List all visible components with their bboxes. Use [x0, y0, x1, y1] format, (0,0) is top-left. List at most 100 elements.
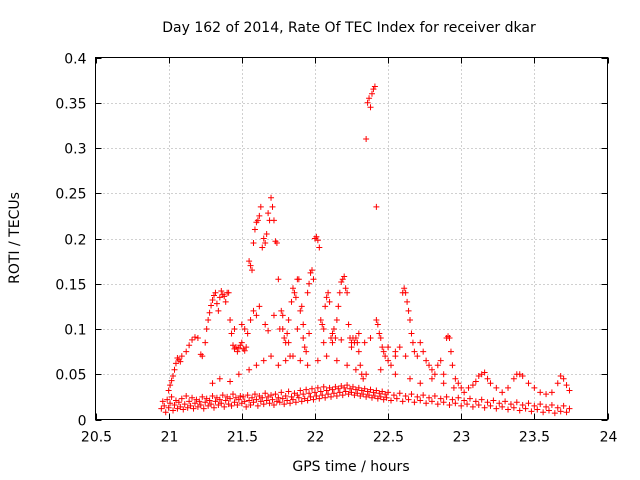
data-point	[256, 303, 263, 310]
data-point	[513, 399, 520, 406]
data-point	[405, 307, 412, 314]
data-point	[437, 395, 444, 402]
data-point	[294, 392, 301, 399]
data-point	[238, 339, 245, 346]
data-point	[257, 203, 264, 210]
data-point	[234, 402, 241, 409]
data-point	[253, 312, 260, 319]
data-point	[493, 405, 500, 412]
data-point	[322, 394, 329, 401]
data-point	[371, 83, 378, 90]
data-point	[250, 399, 257, 406]
data-point	[294, 326, 301, 332]
data-point	[387, 362, 394, 369]
data-point	[228, 330, 235, 337]
data-point	[355, 384, 362, 391]
data-point	[191, 334, 198, 341]
data-point	[244, 392, 251, 399]
data-point	[560, 375, 567, 382]
data-point	[557, 408, 564, 415]
data-point	[354, 339, 361, 346]
data-point	[328, 393, 335, 400]
data-point	[383, 394, 390, 401]
data-point	[335, 303, 342, 310]
data-point	[209, 392, 216, 399]
data-point	[317, 316, 324, 323]
data-point	[525, 380, 532, 387]
data-point	[268, 392, 275, 399]
data-point	[200, 405, 207, 412]
data-point	[373, 203, 380, 210]
data-point	[455, 394, 462, 401]
data-point	[354, 390, 361, 397]
data-point	[510, 404, 517, 411]
data-point	[481, 404, 488, 411]
data-point	[313, 233, 320, 240]
data-point	[452, 375, 459, 382]
data-point	[408, 330, 415, 337]
data-point	[269, 396, 276, 403]
data-point	[244, 330, 251, 337]
data-point	[221, 403, 228, 410]
data-point	[367, 104, 374, 111]
data-point	[566, 405, 573, 412]
data-point	[246, 397, 253, 404]
data-point	[263, 230, 270, 237]
data-point	[363, 371, 370, 378]
y-tick-label: 0.05	[55, 368, 86, 384]
data-point	[263, 397, 270, 404]
data-point	[254, 217, 261, 224]
data-point	[335, 385, 342, 392]
data-point	[440, 399, 447, 406]
data-point	[206, 397, 213, 404]
data-point	[241, 398, 248, 405]
data-point	[260, 357, 267, 364]
data-point	[502, 398, 509, 405]
data-point	[342, 285, 349, 292]
data-point	[458, 384, 465, 391]
data-point	[171, 402, 178, 409]
data-point	[304, 362, 311, 369]
data-point	[230, 391, 237, 398]
data-point	[270, 217, 277, 224]
data-point	[262, 390, 269, 397]
data-point	[162, 409, 169, 416]
y-tick-label: 0.35	[55, 97, 86, 113]
data-point	[464, 401, 471, 408]
data-point	[332, 335, 339, 342]
data-point	[206, 309, 213, 316]
data-point	[295, 276, 302, 283]
data-point	[361, 385, 368, 392]
data-point	[336, 289, 343, 296]
data-point	[385, 357, 392, 364]
data-point	[399, 398, 406, 405]
data-point	[249, 267, 256, 274]
x-tick-label: 23.5	[519, 430, 550, 446]
data-point	[311, 389, 318, 396]
data-point	[404, 298, 411, 305]
data-point	[373, 387, 380, 394]
data-point	[505, 384, 512, 391]
data-point	[330, 326, 337, 332]
data-point	[420, 392, 427, 399]
data-point	[241, 347, 248, 354]
data-point	[361, 339, 368, 346]
data-point	[344, 289, 351, 296]
data-point	[304, 289, 311, 296]
data-point	[307, 269, 314, 276]
data-point	[297, 307, 304, 314]
data-point	[484, 375, 491, 382]
data-point	[333, 357, 340, 364]
data-point	[554, 380, 561, 387]
data-point	[319, 321, 326, 328]
data-point	[278, 389, 285, 396]
data-point	[392, 348, 399, 355]
data-point	[319, 392, 326, 399]
data-point	[409, 339, 416, 346]
data-point	[411, 399, 418, 406]
data-point	[298, 303, 305, 310]
data-point	[288, 298, 295, 305]
data-point	[231, 399, 238, 406]
data-point	[281, 335, 288, 342]
